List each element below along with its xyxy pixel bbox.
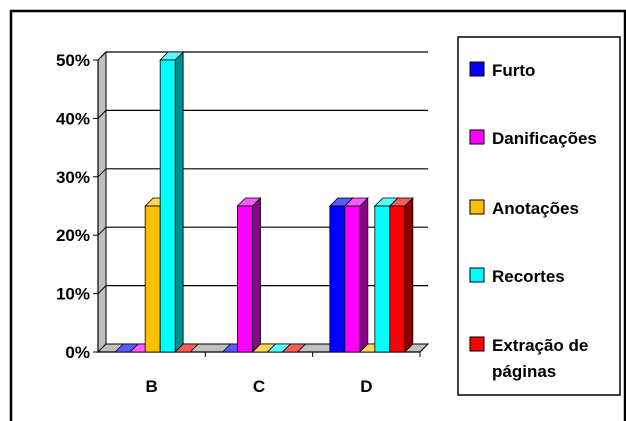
bar-front — [344, 205, 361, 353]
legend-swatch — [469, 199, 485, 215]
category-label: B — [146, 377, 158, 396]
legend-label: Anotações — [492, 199, 579, 218]
bar — [343, 197, 369, 353]
bar-front — [329, 205, 346, 353]
legend-swatch — [469, 129, 485, 145]
y-tick-label: 30% — [56, 168, 90, 187]
bar-front — [144, 205, 161, 353]
gridline-side — [97, 168, 107, 178]
legend-label-line: páginas — [492, 362, 556, 381]
legend-label: Furto — [492, 61, 535, 80]
bar-side — [359, 197, 369, 353]
legend-label: Recortes — [492, 267, 565, 286]
gridline-side — [97, 285, 107, 294]
bar-top — [174, 343, 200, 353]
bar-side — [174, 51, 184, 353]
plot-area: 0% 10% 20% 30% 40% 50% B C D — [56, 50, 430, 396]
legend-swatch — [469, 336, 485, 352]
gridline-side — [97, 226, 107, 236]
bar — [174, 343, 200, 353]
bar-front — [159, 59, 176, 353]
legend-label-line: Extração de — [492, 336, 588, 355]
category-label: C — [253, 377, 265, 396]
y-tick-label: 10% — [56, 285, 90, 304]
y-tick-label: 20% — [56, 226, 90, 245]
bar-front — [374, 205, 391, 353]
gridline-side — [97, 110, 107, 119]
bar-side — [252, 197, 261, 353]
bar — [281, 343, 307, 353]
legend: Furto Danificações Anotações Recortes Extraç… — [457, 36, 621, 396]
gridline-side — [97, 51, 107, 61]
legend-swatch — [469, 267, 485, 283]
bar — [159, 51, 185, 353]
legend-label: Extração de páginas — [492, 336, 588, 381]
bar-front — [237, 205, 253, 353]
y-tick-label: 0% — [65, 343, 90, 362]
legend-box — [457, 36, 621, 396]
bar — [236, 197, 262, 353]
y-tick-label: 50% — [56, 51, 90, 70]
category-label: D — [360, 377, 372, 396]
bar — [388, 197, 414, 353]
bar-top — [281, 343, 307, 353]
legend-swatch — [469, 61, 485, 77]
plot-side-wall — [97, 50, 107, 354]
bar-front — [389, 205, 406, 353]
y-tick-label: 40% — [56, 109, 90, 128]
bar-side — [404, 197, 414, 353]
legend-label: Danificações — [492, 129, 597, 148]
